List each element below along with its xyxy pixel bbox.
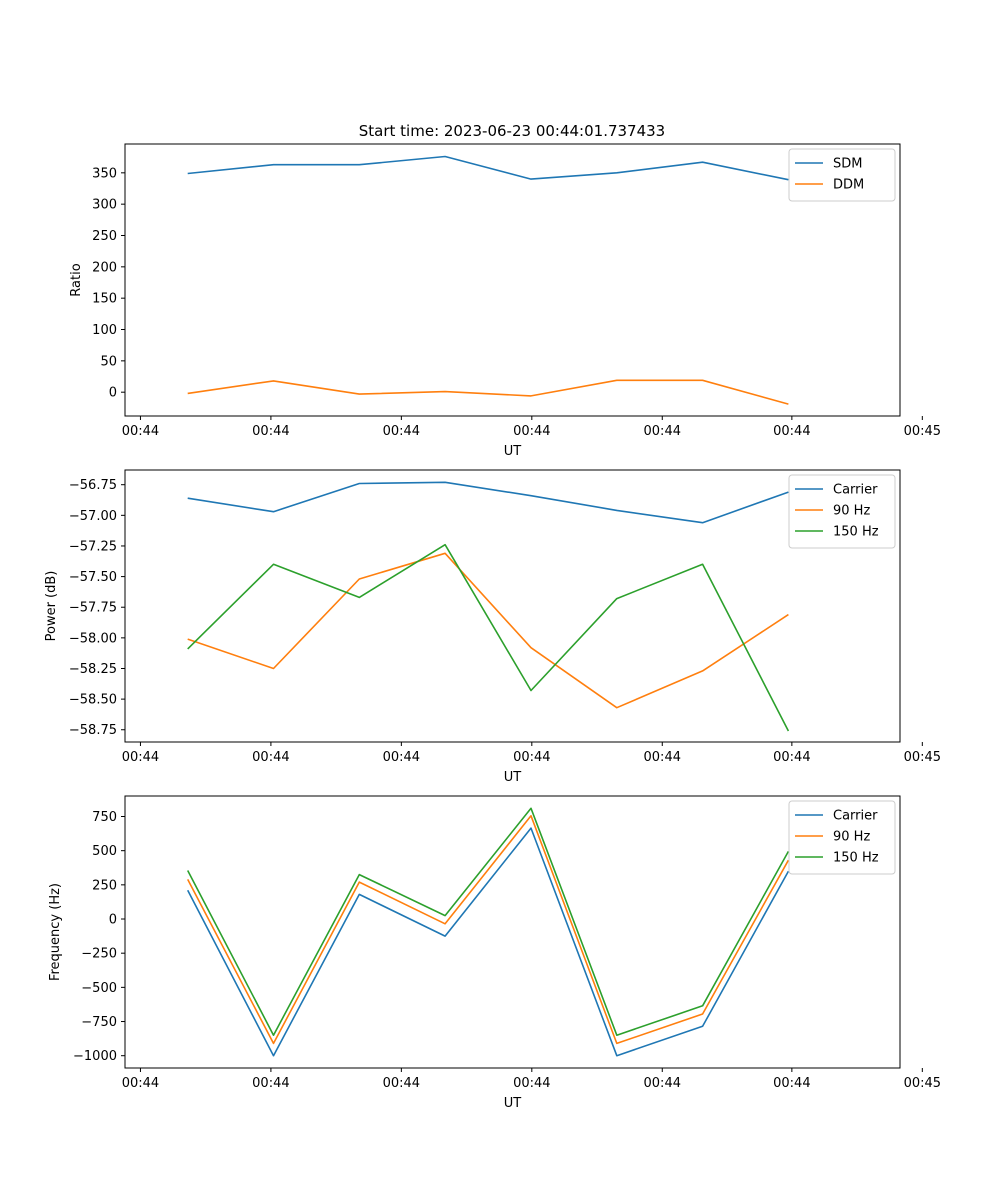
frequency-x-tick-label: 00:44 bbox=[773, 1076, 810, 1091]
power-y-tick-label: −58.25 bbox=[69, 662, 117, 677]
ratio-x-axis-label: UT bbox=[504, 444, 522, 459]
ratio-x-tick-label: 00:44 bbox=[773, 424, 810, 439]
power-y-tick-label: −56.75 bbox=[69, 478, 117, 493]
ratio-y-tick-label: 0 bbox=[109, 386, 117, 401]
power-y-tick-label: −58.75 bbox=[69, 723, 117, 738]
power-legend-box bbox=[788, 474, 896, 549]
power-y-tick-label: −57.25 bbox=[69, 539, 117, 554]
frequency-y-tick-label: 0 bbox=[109, 913, 117, 928]
power-x-tick-label: 00:44 bbox=[644, 750, 681, 765]
ratio-y-axis-label: Ratio bbox=[69, 263, 84, 296]
power-y-axis-label: Power (dB) bbox=[44, 571, 59, 642]
power-y-tick-label: −58.50 bbox=[69, 693, 117, 708]
power-legend-label: 150 Hz bbox=[833, 525, 879, 540]
power-x-tick-label: 00:45 bbox=[904, 750, 941, 765]
power-y-tick-label: −57.50 bbox=[69, 570, 117, 585]
power-y-tick-label: −58.00 bbox=[69, 631, 117, 646]
power-series-line-90-hz bbox=[187, 552, 789, 709]
power-legend-label: 90 Hz bbox=[833, 504, 870, 519]
frequency-x-tick-label: 00:44 bbox=[513, 1076, 550, 1091]
power-panel: 00:44 00:44 00:44 00:44 00:44 00:44 00:45 UT −58… bbox=[44, 469, 941, 785]
ratio-legend: SDM DDM bbox=[788, 148, 896, 202]
ratio-y-tick-label: 200 bbox=[92, 260, 117, 275]
power-x-tick-label: 00:44 bbox=[122, 750, 159, 765]
frequency-y-axis-label: Frequency (Hz) bbox=[48, 883, 63, 981]
ratio-series-line-sdm bbox=[187, 155, 789, 181]
power-x-tick-label: 00:44 bbox=[773, 750, 810, 765]
frequency-x-tick-label: 00:44 bbox=[644, 1076, 681, 1091]
frequency-series-line-150-hz bbox=[186, 807, 790, 1036]
frequency-y-tick-label: 250 bbox=[92, 878, 117, 893]
ratio-x-tick-label: 00:44 bbox=[122, 424, 159, 439]
subplot-panels: 00:44 00:44 00:44 00:44 00:44 00:44 00:45 UT 0 50… bbox=[44, 143, 941, 1111]
power-series-line-carrier bbox=[187, 481, 789, 524]
ratio-axes-frame bbox=[124, 143, 901, 417]
ratio-y-tick-label: 100 bbox=[92, 323, 117, 338]
frequency-legend-label: 150 Hz bbox=[833, 851, 879, 866]
power-legend-label: Carrier bbox=[833, 483, 878, 498]
ratio-x-tick-label: 00:44 bbox=[513, 424, 550, 439]
power-axes-frame bbox=[124, 469, 901, 743]
ratio-x-tick-label: 00:44 bbox=[644, 424, 681, 439]
power-x-tick-label: 00:44 bbox=[513, 750, 550, 765]
frequency-legend: Carrier 90 Hz 150 Hz bbox=[788, 800, 896, 875]
frequency-y-tick-label: −1000 bbox=[73, 1049, 117, 1064]
ratio-x-tick-label: 00:44 bbox=[252, 424, 289, 439]
ratio-y-tick-label: 50 bbox=[100, 354, 117, 369]
figure-title: Start time: 2023-06-23 00:44:01.737433 bbox=[359, 122, 665, 140]
ratio-y-tick-label: 150 bbox=[92, 292, 117, 307]
ratio-legend-label: SDM bbox=[833, 157, 862, 172]
frequency-y-tick-label: −250 bbox=[81, 947, 117, 962]
power-x-axis-label: UT bbox=[504, 770, 522, 785]
frequency-y-tick-label: −500 bbox=[81, 981, 117, 996]
ratio-panel: 00:44 00:44 00:44 00:44 00:44 00:44 00:45 UT 0 50… bbox=[69, 143, 941, 459]
ratio-y-tick-label: 250 bbox=[92, 229, 117, 244]
frequency-y-tick-label: 750 bbox=[92, 810, 117, 825]
frequency-x-tick-label: 00:44 bbox=[383, 1076, 420, 1091]
frequency-x-tick-label: 00:44 bbox=[252, 1076, 289, 1091]
power-legend: Carrier 90 Hz 150 Hz bbox=[788, 474, 896, 549]
frequency-y-tick-label: 500 bbox=[92, 844, 117, 859]
frequency-x-tick-label: 00:45 bbox=[904, 1076, 941, 1091]
frequency-y-tick-label: −750 bbox=[81, 1015, 117, 1030]
frequency-panel: 00:44 00:44 00:44 00:44 00:44 00:44 00:45 UT −10… bbox=[48, 795, 941, 1111]
frequency-legend-box bbox=[788, 800, 896, 875]
power-series-line-150-hz bbox=[187, 543, 790, 732]
ratio-series-line-ddm bbox=[187, 379, 789, 405]
power-x-tick-label: 00:44 bbox=[383, 750, 420, 765]
ratio-y-tick-label: 300 bbox=[92, 198, 117, 213]
power-x-tick-label: 00:44 bbox=[252, 750, 289, 765]
frequency-series-line-carrier bbox=[186, 827, 790, 1057]
power-y-tick-label: −57.75 bbox=[69, 601, 117, 616]
frequency-x-axis-label: UT bbox=[504, 1096, 522, 1111]
ratio-y-tick-label: 350 bbox=[92, 166, 117, 181]
ratio-legend-label: DDM bbox=[833, 178, 864, 193]
ratio-legend-box bbox=[788, 148, 896, 202]
ratio-x-tick-label: 00:44 bbox=[383, 424, 420, 439]
frequency-series-line-90-hz bbox=[186, 814, 790, 1045]
frequency-axes-frame bbox=[124, 795, 901, 1069]
frequency-legend-label: Carrier bbox=[833, 809, 878, 824]
frequency-x-tick-label: 00:44 bbox=[122, 1076, 159, 1091]
frequency-legend-label: 90 Hz bbox=[833, 830, 870, 845]
power-y-tick-label: −57.00 bbox=[69, 509, 117, 524]
ratio-x-tick-label: 00:45 bbox=[904, 424, 941, 439]
